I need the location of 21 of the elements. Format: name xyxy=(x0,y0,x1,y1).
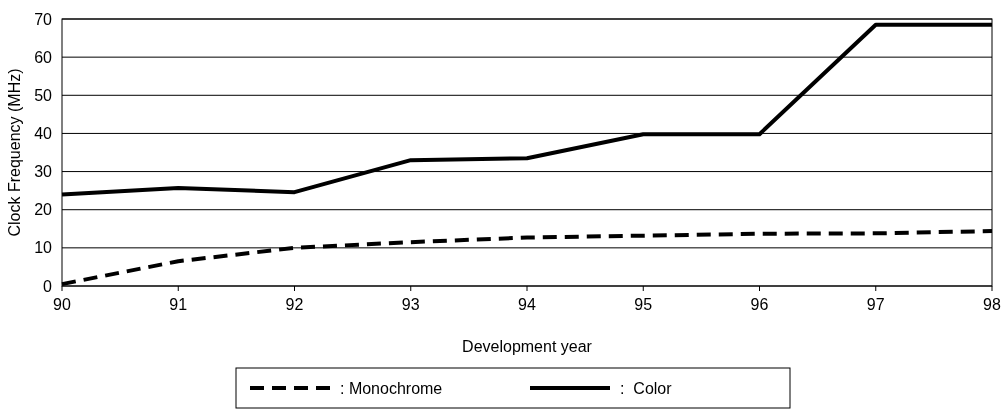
y-tick-label: 70 xyxy=(34,10,53,28)
x-tick-label: 94 xyxy=(518,296,536,313)
x-tick-label: 95 xyxy=(634,296,653,313)
y-tick-label: 10 xyxy=(34,239,53,257)
y-tick-label: 30 xyxy=(34,163,53,181)
x-tick-label: 97 xyxy=(866,296,885,313)
x-tick-label: 98 xyxy=(983,296,1001,313)
x-tick-label: 90 xyxy=(53,296,71,313)
y-tick-label: 20 xyxy=(34,201,53,219)
legend-label: : Monochrome xyxy=(340,379,443,397)
y-tick-label: 40 xyxy=(34,125,53,143)
x-tick-label: 93 xyxy=(401,296,420,313)
y-axis-title: Clock Frequency (MHz) xyxy=(6,68,23,237)
x-tick-label: 96 xyxy=(750,296,769,313)
legend-label: : Color xyxy=(620,379,673,397)
y-tick-label: 50 xyxy=(34,86,53,104)
x-tick-label: 92 xyxy=(285,296,304,313)
x-tick-label: 91 xyxy=(169,296,188,313)
y-tick-label: 0 xyxy=(43,277,53,295)
y-tick-label: 60 xyxy=(34,48,53,66)
x-axis-title: Development year xyxy=(462,338,593,355)
